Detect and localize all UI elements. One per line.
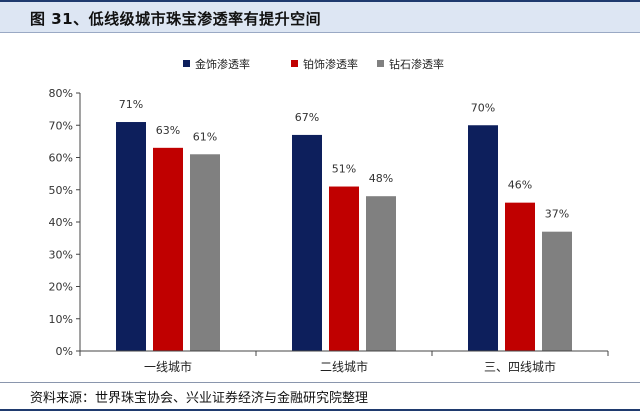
bar (153, 147, 183, 351)
y-tick-label: 20% (49, 281, 73, 294)
legend-swatch (291, 60, 298, 67)
bar (468, 125, 498, 351)
bar (329, 186, 359, 351)
bar-value-label: 71% (119, 98, 143, 111)
bar (366, 196, 396, 351)
bar-value-label: 70% (471, 101, 495, 114)
title-divider (0, 32, 640, 33)
legend-label: 金饰渗透率 (195, 57, 250, 71)
figure-title: 图 31、低线级城市珠宝渗透率有提升空间 (30, 10, 322, 28)
bar (116, 122, 146, 352)
data-label-group: 71% 63% 61% 67% 51% 48% 70% 46% 37% (119, 98, 569, 221)
source-note: 资料来源：世界珠宝协会、兴业证券经济与金融研究院整理 (30, 391, 369, 406)
legend-swatch (377, 60, 384, 67)
legend-label: 钻石渗透率 (389, 57, 444, 71)
y-tick-label: 60% (49, 152, 73, 165)
source-divider (0, 382, 640, 383)
x-category-label: 二线城市 (320, 359, 368, 374)
bar-series-group (116, 122, 572, 352)
bar (292, 134, 322, 351)
x-axis: 一线城市 二线城市 三、四线城市 (79, 350, 609, 374)
y-axis: 0% 10% 20% 30% 40% 50% 60% 70% 80% (49, 87, 81, 358)
y-tick-label: 10% (49, 313, 73, 326)
bar (190, 154, 220, 351)
y-tick-label: 80% (49, 87, 73, 100)
figure-title-bar: 图 31、低线级城市珠宝渗透率有提升空间 (0, 0, 640, 32)
bar-value-label: 46% (508, 179, 532, 192)
bar (542, 231, 572, 351)
x-category-label: 一线城市 (144, 359, 192, 374)
bar (505, 202, 535, 351)
y-tick-label: 50% (49, 184, 73, 197)
bar-value-label: 51% (332, 163, 356, 176)
bar-value-label: 37% (545, 208, 569, 221)
y-tick-label: 70% (49, 119, 73, 132)
y-tick-label: 0% (56, 345, 73, 358)
legend-swatch (183, 60, 190, 67)
x-category-label: 三、四线城市 (484, 359, 556, 374)
bottom-border (0, 409, 640, 411)
bar-value-label: 67% (295, 111, 319, 124)
legend-label: 铂饰渗透率 (303, 57, 358, 71)
chart-legend: 金饰渗透率 铂饰渗透率 钻石渗透率 (183, 57, 444, 71)
bar-chart: 金饰渗透率 铂饰渗透率 钻石渗透率 0% 10% 20% 30% 40% 50% 60% 70% 8… (49, 57, 609, 374)
bar-value-label: 61% (193, 130, 217, 143)
y-tick-label: 40% (49, 216, 73, 229)
y-tick-label: 30% (49, 248, 73, 261)
bar-value-label: 48% (369, 172, 393, 185)
bar-value-label: 63% (156, 124, 180, 137)
